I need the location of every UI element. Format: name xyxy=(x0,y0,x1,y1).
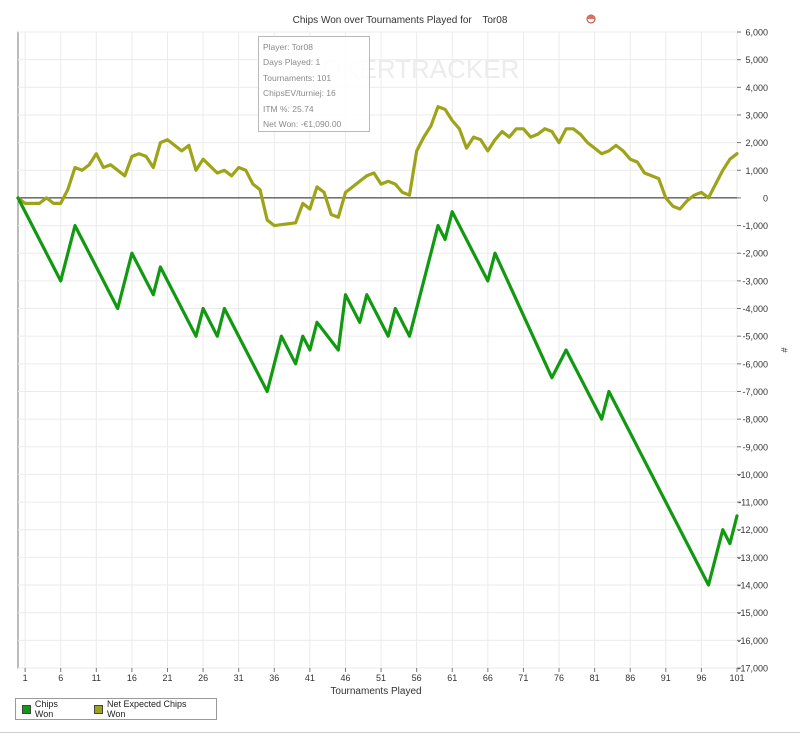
x-tick-label: 56 xyxy=(412,673,422,683)
x-tick-label: 26 xyxy=(198,673,208,683)
legend-swatch-chips-won xyxy=(22,704,31,714)
x-tick-label: 71 xyxy=(518,673,528,683)
x-axis: 1 6 11 16 21 26 31 36 41 46 51 56 61 66 71 76 81 86 91 96 10… xyxy=(23,668,745,683)
legend-item-chips-won[interactable]: Chips Won xyxy=(22,699,78,719)
legend: Chips Won Net Expected Chips Won xyxy=(15,698,217,720)
stats-tooltip: Player: Tor08 Days Played: 1 Tournaments… xyxy=(258,36,370,132)
legend-label-net-expected: Net Expected Chips Won xyxy=(107,699,187,719)
y-tick-label: -10,000 xyxy=(737,470,768,480)
legend-label-chips-won: Chips Won xyxy=(34,699,58,719)
x-tick-label: 91 xyxy=(661,673,671,683)
x-tick-label: 11 xyxy=(92,673,101,683)
y-tick-label: -12,000 xyxy=(737,525,768,535)
series-line-net-expected-chips-won xyxy=(16,105,739,228)
y-tick-label: 1,000 xyxy=(745,166,768,176)
y-tick-label: -2,000 xyxy=(742,249,768,259)
plot-area xyxy=(17,31,738,669)
info-player: Player: Tor08 xyxy=(263,42,313,52)
x-tick-label: 66 xyxy=(483,673,493,683)
y-tick-label: -11,000 xyxy=(738,498,768,508)
y-tick-label: -16,000 xyxy=(737,636,768,646)
y-tick-label: -15,000 xyxy=(737,608,768,618)
y-tick-label: -3,000 xyxy=(742,276,768,286)
info-chipsev: ChipsEV/turniej: 16 xyxy=(263,88,336,99)
y-tick-label: 5,000 xyxy=(745,55,768,65)
x-tick-label: 61 xyxy=(447,673,457,683)
x-tick-label: 41 xyxy=(305,673,315,683)
y-tick-label: -7,000 xyxy=(742,387,768,397)
x-tick-label: 46 xyxy=(340,673,350,683)
legend-swatch-net-expected xyxy=(94,704,104,714)
x-tick-label: 76 xyxy=(554,673,564,683)
x-tick-label: 101 xyxy=(729,673,744,683)
gridlines xyxy=(18,31,738,669)
x-tick-label: 96 xyxy=(696,673,706,683)
series-line-chips-won xyxy=(16,196,739,587)
info-netwon: Net Won: -€1,090.00 xyxy=(263,119,342,130)
y-tick-label: -1,000 xyxy=(742,221,768,231)
y-tick-label: -8,000 xyxy=(742,415,768,425)
y-tick-label: -9,000 xyxy=(742,442,768,452)
y-axis-title: # xyxy=(779,347,789,352)
info-days: Days Played: 1 xyxy=(263,57,321,68)
x-tick-label: 51 xyxy=(376,673,386,683)
info-itm: ITM %: 25.74 xyxy=(263,103,314,114)
y-tick-label: -13,000 xyxy=(737,553,768,563)
x-tick-label: 31 xyxy=(234,673,244,683)
y-tick-label: 6,000 xyxy=(745,28,768,38)
bottom-divider xyxy=(0,732,800,733)
series-lines xyxy=(16,105,739,587)
y-tick-label: -4,000 xyxy=(742,304,768,314)
info-tournaments: Tournaments: 101 xyxy=(263,72,332,83)
y-tick-label: -5,000 xyxy=(742,332,768,342)
x-tick-label: 21 xyxy=(162,673,172,683)
y-tick-label: 4,000 xyxy=(745,83,768,93)
x-tick-label: 36 xyxy=(269,673,279,683)
x-tick-label: 1 xyxy=(23,673,28,683)
x-tick-label: 6 xyxy=(58,673,63,683)
y-tick-label: 2,000 xyxy=(745,138,768,148)
x-tick-label: 81 xyxy=(590,673,600,683)
y-tick-label: -6,000 xyxy=(742,359,768,369)
chart-title: Chips Won over Tournaments Played for To… xyxy=(293,15,508,26)
y-tick-label: -14,000 xyxy=(737,581,768,591)
y-tick-label: 3,000 xyxy=(745,110,768,120)
y-tick-label: 0 xyxy=(763,193,768,203)
legend-item-net-expected[interactable]: Net Expected Chips Won xyxy=(94,699,206,719)
player-icon xyxy=(586,14,596,24)
y-tick-label: -17,000 xyxy=(737,664,768,674)
x-tick-label: 86 xyxy=(625,673,635,683)
y-axis: 6,000 5,000 4,000 3,000 2,000 1,000 0 -1,000 -2,… xyxy=(737,28,768,674)
x-tick-label: 16 xyxy=(127,673,137,683)
x-axis-title: Tournaments Played xyxy=(330,686,421,697)
